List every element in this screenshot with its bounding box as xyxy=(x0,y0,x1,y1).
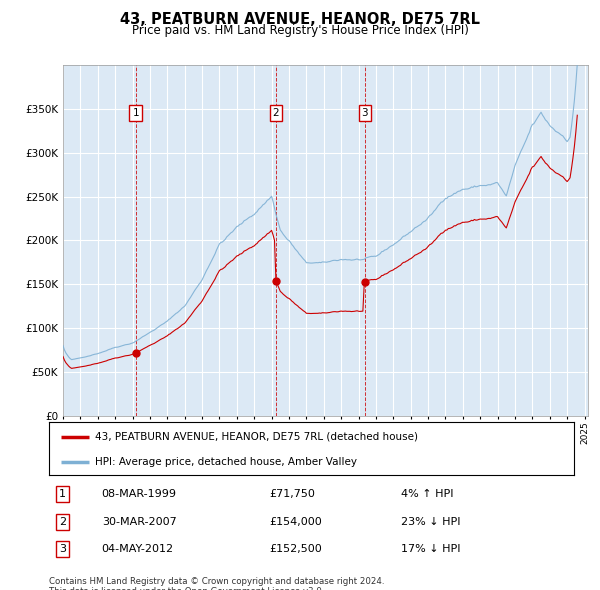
Text: 3: 3 xyxy=(362,108,368,118)
Text: HPI: Average price, detached house, Amber Valley: HPI: Average price, detached house, Ambe… xyxy=(95,457,358,467)
Text: 2: 2 xyxy=(59,517,66,527)
Text: 4% ↑ HPI: 4% ↑ HPI xyxy=(401,489,454,499)
Text: 2: 2 xyxy=(272,108,279,118)
Text: 04-MAY-2012: 04-MAY-2012 xyxy=(101,544,174,554)
Text: Price paid vs. HM Land Registry's House Price Index (HPI): Price paid vs. HM Land Registry's House … xyxy=(131,24,469,37)
Text: 1: 1 xyxy=(133,108,139,118)
Text: 30-MAR-2007: 30-MAR-2007 xyxy=(101,517,176,527)
Text: £152,500: £152,500 xyxy=(269,544,322,554)
Text: 43, PEATBURN AVENUE, HEANOR, DE75 7RL (detached house): 43, PEATBURN AVENUE, HEANOR, DE75 7RL (d… xyxy=(95,432,418,442)
Text: Contains HM Land Registry data © Crown copyright and database right 2024.
This d: Contains HM Land Registry data © Crown c… xyxy=(49,577,385,590)
Text: 17% ↓ HPI: 17% ↓ HPI xyxy=(401,544,460,554)
Text: 3: 3 xyxy=(59,544,66,554)
Text: 08-MAR-1999: 08-MAR-1999 xyxy=(101,489,176,499)
Text: 1: 1 xyxy=(59,489,66,499)
Text: 43, PEATBURN AVENUE, HEANOR, DE75 7RL: 43, PEATBURN AVENUE, HEANOR, DE75 7RL xyxy=(120,12,480,27)
Text: £154,000: £154,000 xyxy=(269,517,322,527)
Text: 23% ↓ HPI: 23% ↓ HPI xyxy=(401,517,460,527)
Text: £71,750: £71,750 xyxy=(269,489,316,499)
